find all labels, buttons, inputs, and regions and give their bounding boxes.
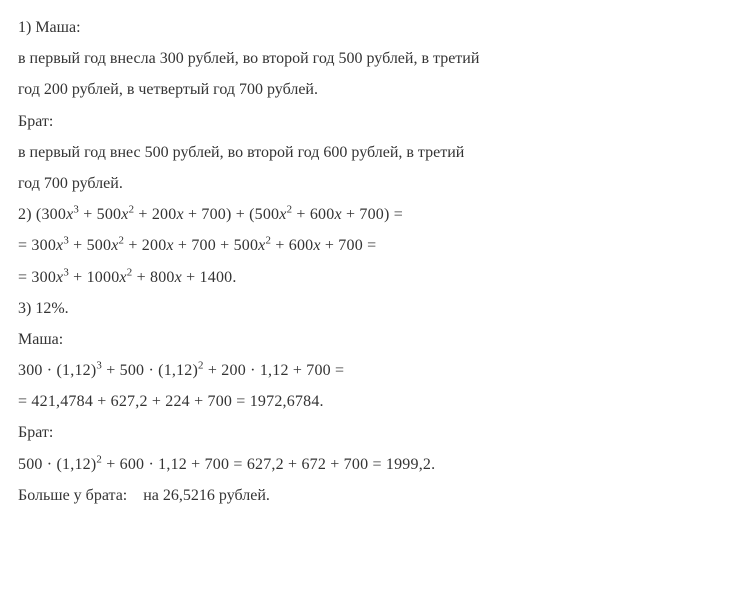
t: + 200 bbox=[124, 237, 166, 254]
var-x: x bbox=[111, 237, 118, 254]
t: + 600 · 1,12 + 700 = 627,2 + 672 + 700 =… bbox=[102, 456, 435, 473]
t: + 700 = bbox=[321, 237, 377, 254]
var-x: x bbox=[334, 206, 341, 223]
t: + 500 bbox=[69, 237, 111, 254]
line-12-masha-calc-a: 300 · (1,12)3 + 500 · (1,12)2 + 200 · 1,… bbox=[18, 355, 733, 386]
t: + 500 bbox=[79, 206, 121, 223]
line-14-brother-calc-header: Брат: bbox=[18, 417, 733, 448]
line-15-brother-calc: 500 · (1,12)2 + 600 · 1,12 + 700 = 627,2… bbox=[18, 449, 733, 480]
line-7-poly-sum: 2) (300x3 + 500x2 + 200x + 700) + (500x2… bbox=[18, 199, 733, 230]
var-x: x bbox=[279, 206, 286, 223]
t: = 300 bbox=[18, 269, 56, 286]
var-x: x bbox=[176, 206, 183, 223]
line-3-masha-deposits-b: год 200 рублей, в четвертый год 700 рубл… bbox=[18, 74, 733, 105]
line-8-poly-expand: = 300x3 + 500x2 + 200x + 700 + 500x2 + 6… bbox=[18, 230, 733, 261]
line-13-masha-calc-b: = 421,4784 + 627,2 + 224 + 700 = 1972,67… bbox=[18, 386, 733, 417]
t: + 1000 bbox=[69, 269, 119, 286]
t: + 1400. bbox=[182, 269, 237, 286]
line-11-masha-calc-header: Маша: bbox=[18, 324, 733, 355]
line-2-masha-deposits-a: в первый год внесла 300 рублей, во второ… bbox=[18, 43, 733, 74]
t: 2) (300 bbox=[18, 206, 66, 223]
line-5-brother-deposits-a: в первый год внес 500 рублей, во второй … bbox=[18, 137, 733, 168]
line-16-conclusion: Больше у брата: на 26,5216 рублей. bbox=[18, 480, 733, 511]
t: + 200 · 1,12 + 700 = bbox=[204, 362, 345, 379]
line-4-brother-header: Брат: bbox=[18, 106, 733, 137]
t: + 500 · (1,12) bbox=[102, 362, 198, 379]
t: = 421,4784 + 627,2 + 224 + 700 = 1972,67… bbox=[18, 393, 324, 410]
line-6-brother-deposits-b: год 700 рублей. bbox=[18, 168, 733, 199]
t: + 600 bbox=[271, 237, 313, 254]
t: + 600 bbox=[292, 206, 334, 223]
t: 300 · (1,12) bbox=[18, 362, 96, 379]
t: + 200 bbox=[134, 206, 176, 223]
line-9-poly-result: = 300x3 + 1000x2 + 800x + 1400. bbox=[18, 262, 733, 293]
t: + 800 bbox=[132, 269, 174, 286]
var-x: x bbox=[119, 269, 126, 286]
line-10-percent: 3) 12%. bbox=[18, 293, 733, 324]
var-x: x bbox=[313, 237, 320, 254]
t: + 700 + 500 bbox=[174, 237, 258, 254]
t: 500 · (1,12) bbox=[18, 456, 96, 473]
var-x: x bbox=[121, 206, 128, 223]
t: + 700) = bbox=[342, 206, 403, 223]
line-1-masha-header: 1) Маша: bbox=[18, 12, 733, 43]
var-x: x bbox=[175, 269, 182, 286]
t: = 300 bbox=[18, 237, 56, 254]
t: + 700) + (500 bbox=[184, 206, 280, 223]
var-x: x bbox=[166, 237, 173, 254]
